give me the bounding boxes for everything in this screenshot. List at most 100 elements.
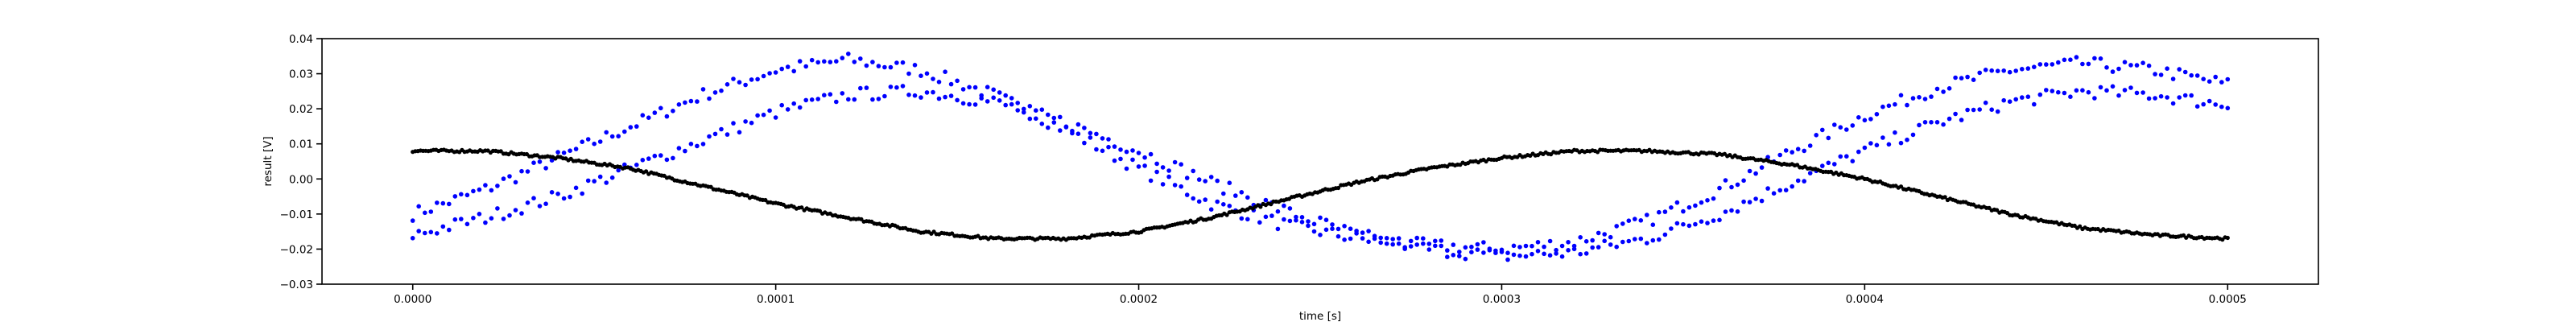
series-2-point xyxy=(1463,256,1468,262)
series-2-point xyxy=(1941,122,1946,127)
series-2-point xyxy=(428,229,434,235)
series-1-point xyxy=(447,201,452,207)
series-1-point xyxy=(1657,209,1662,215)
series-1-point xyxy=(2068,57,2073,62)
series-1-point xyxy=(1995,68,2000,73)
series-2-point xyxy=(773,115,778,120)
series-2-point xyxy=(1112,144,1117,149)
series-1-point xyxy=(2219,80,2224,85)
series-1-point xyxy=(622,129,627,134)
series-1-point xyxy=(2104,65,2109,70)
series-2-point xyxy=(1003,102,1008,108)
series-2-point xyxy=(1802,179,1806,184)
series-2-point xyxy=(2025,94,2031,99)
series-1-point xyxy=(1118,156,1123,162)
series-1-point xyxy=(1481,240,1486,245)
series-2-point xyxy=(822,93,827,97)
series-1-point xyxy=(1807,143,1813,148)
series-1-point xyxy=(1082,140,1087,146)
series-1-point xyxy=(1705,198,1710,203)
series-2-point xyxy=(1348,226,1353,232)
series-2-point xyxy=(1154,161,1159,167)
series-1-point xyxy=(2165,66,2169,71)
series-1-point xyxy=(1669,204,1674,210)
series-1-point xyxy=(1650,222,1656,228)
series-2-point xyxy=(573,185,579,191)
series-2-point xyxy=(646,156,651,161)
series-1-point xyxy=(2074,55,2079,60)
series-1-point xyxy=(743,82,748,88)
series-1-point xyxy=(731,76,736,81)
series-1-point xyxy=(2122,60,2128,64)
series-3-point xyxy=(1258,204,1263,209)
series-2-point xyxy=(852,97,857,102)
series-1-point xyxy=(1221,202,1226,207)
series-2-point xyxy=(1608,242,1613,247)
series-2-point xyxy=(2056,89,2061,95)
series-2-point xyxy=(1058,114,1063,120)
series-2-point xyxy=(809,97,815,102)
series-2-point xyxy=(767,108,772,114)
series-1-point xyxy=(1559,243,1565,249)
series-1-point xyxy=(1051,120,1057,125)
series-1-point xyxy=(864,63,869,68)
series-2-point xyxy=(1384,236,1389,241)
series-1-point xyxy=(634,124,639,129)
series-1-point xyxy=(1717,185,1722,191)
series-1-point xyxy=(580,139,584,144)
series-1-point xyxy=(525,169,530,174)
series-2-point xyxy=(1511,252,1517,258)
series-2-point xyxy=(1124,149,1129,155)
series-1 xyxy=(410,52,2231,256)
series-1-point xyxy=(1971,77,1976,82)
series-2-point xyxy=(1747,200,1752,204)
series-1-point xyxy=(1439,238,1444,243)
series-1-point xyxy=(1693,203,1698,208)
series-1-point xyxy=(1662,209,1668,214)
series-2-point xyxy=(695,143,700,149)
series-1-point xyxy=(1294,217,1298,223)
series-1-point xyxy=(628,125,634,130)
series-1-point xyxy=(972,85,978,90)
series-1-point xyxy=(1838,125,1843,130)
series-1-point xyxy=(900,60,906,65)
series-2-point xyxy=(489,216,494,221)
series-1-point xyxy=(1946,86,1952,91)
series-2-point xyxy=(2110,84,2116,89)
series-1-point xyxy=(1681,208,1686,214)
series-1-point xyxy=(1934,86,1940,92)
series-2-point xyxy=(1633,237,1637,242)
series-2-point xyxy=(2020,95,2025,100)
series-2-point xyxy=(592,179,597,184)
series-1-point xyxy=(1820,127,1825,133)
series-2-point xyxy=(1669,226,1674,231)
series-2-point xyxy=(2032,101,2037,107)
series-2-point xyxy=(1711,218,1716,223)
series-2-point xyxy=(2122,88,2128,93)
series-3-point xyxy=(817,208,823,213)
series-1-point xyxy=(2189,72,2194,78)
series-1-point xyxy=(1046,125,1051,130)
series-2-point xyxy=(549,190,555,195)
series-2-point xyxy=(1535,249,1541,254)
series-1-point xyxy=(1729,184,1734,190)
series-1-point xyxy=(1850,123,1856,128)
series-1-point xyxy=(828,60,833,64)
series-1-point xyxy=(2013,68,2018,73)
series-1-point xyxy=(1263,214,1269,220)
series-2-point xyxy=(671,155,675,161)
series-1-point xyxy=(495,184,500,188)
series-2-point xyxy=(459,217,464,221)
series-2-point xyxy=(1795,178,1801,184)
series-1-point xyxy=(791,68,796,74)
series-2-point xyxy=(452,217,458,222)
series-1-point xyxy=(1941,89,1946,94)
series-2-point xyxy=(513,208,518,213)
series-1-point xyxy=(2177,67,2182,72)
series-2-point xyxy=(1445,254,1450,260)
series-2-point xyxy=(979,96,984,101)
series-1-point xyxy=(549,158,555,163)
series-2-point xyxy=(501,217,506,221)
series-2-point xyxy=(1239,190,1245,195)
series-2-point xyxy=(1578,251,1583,257)
